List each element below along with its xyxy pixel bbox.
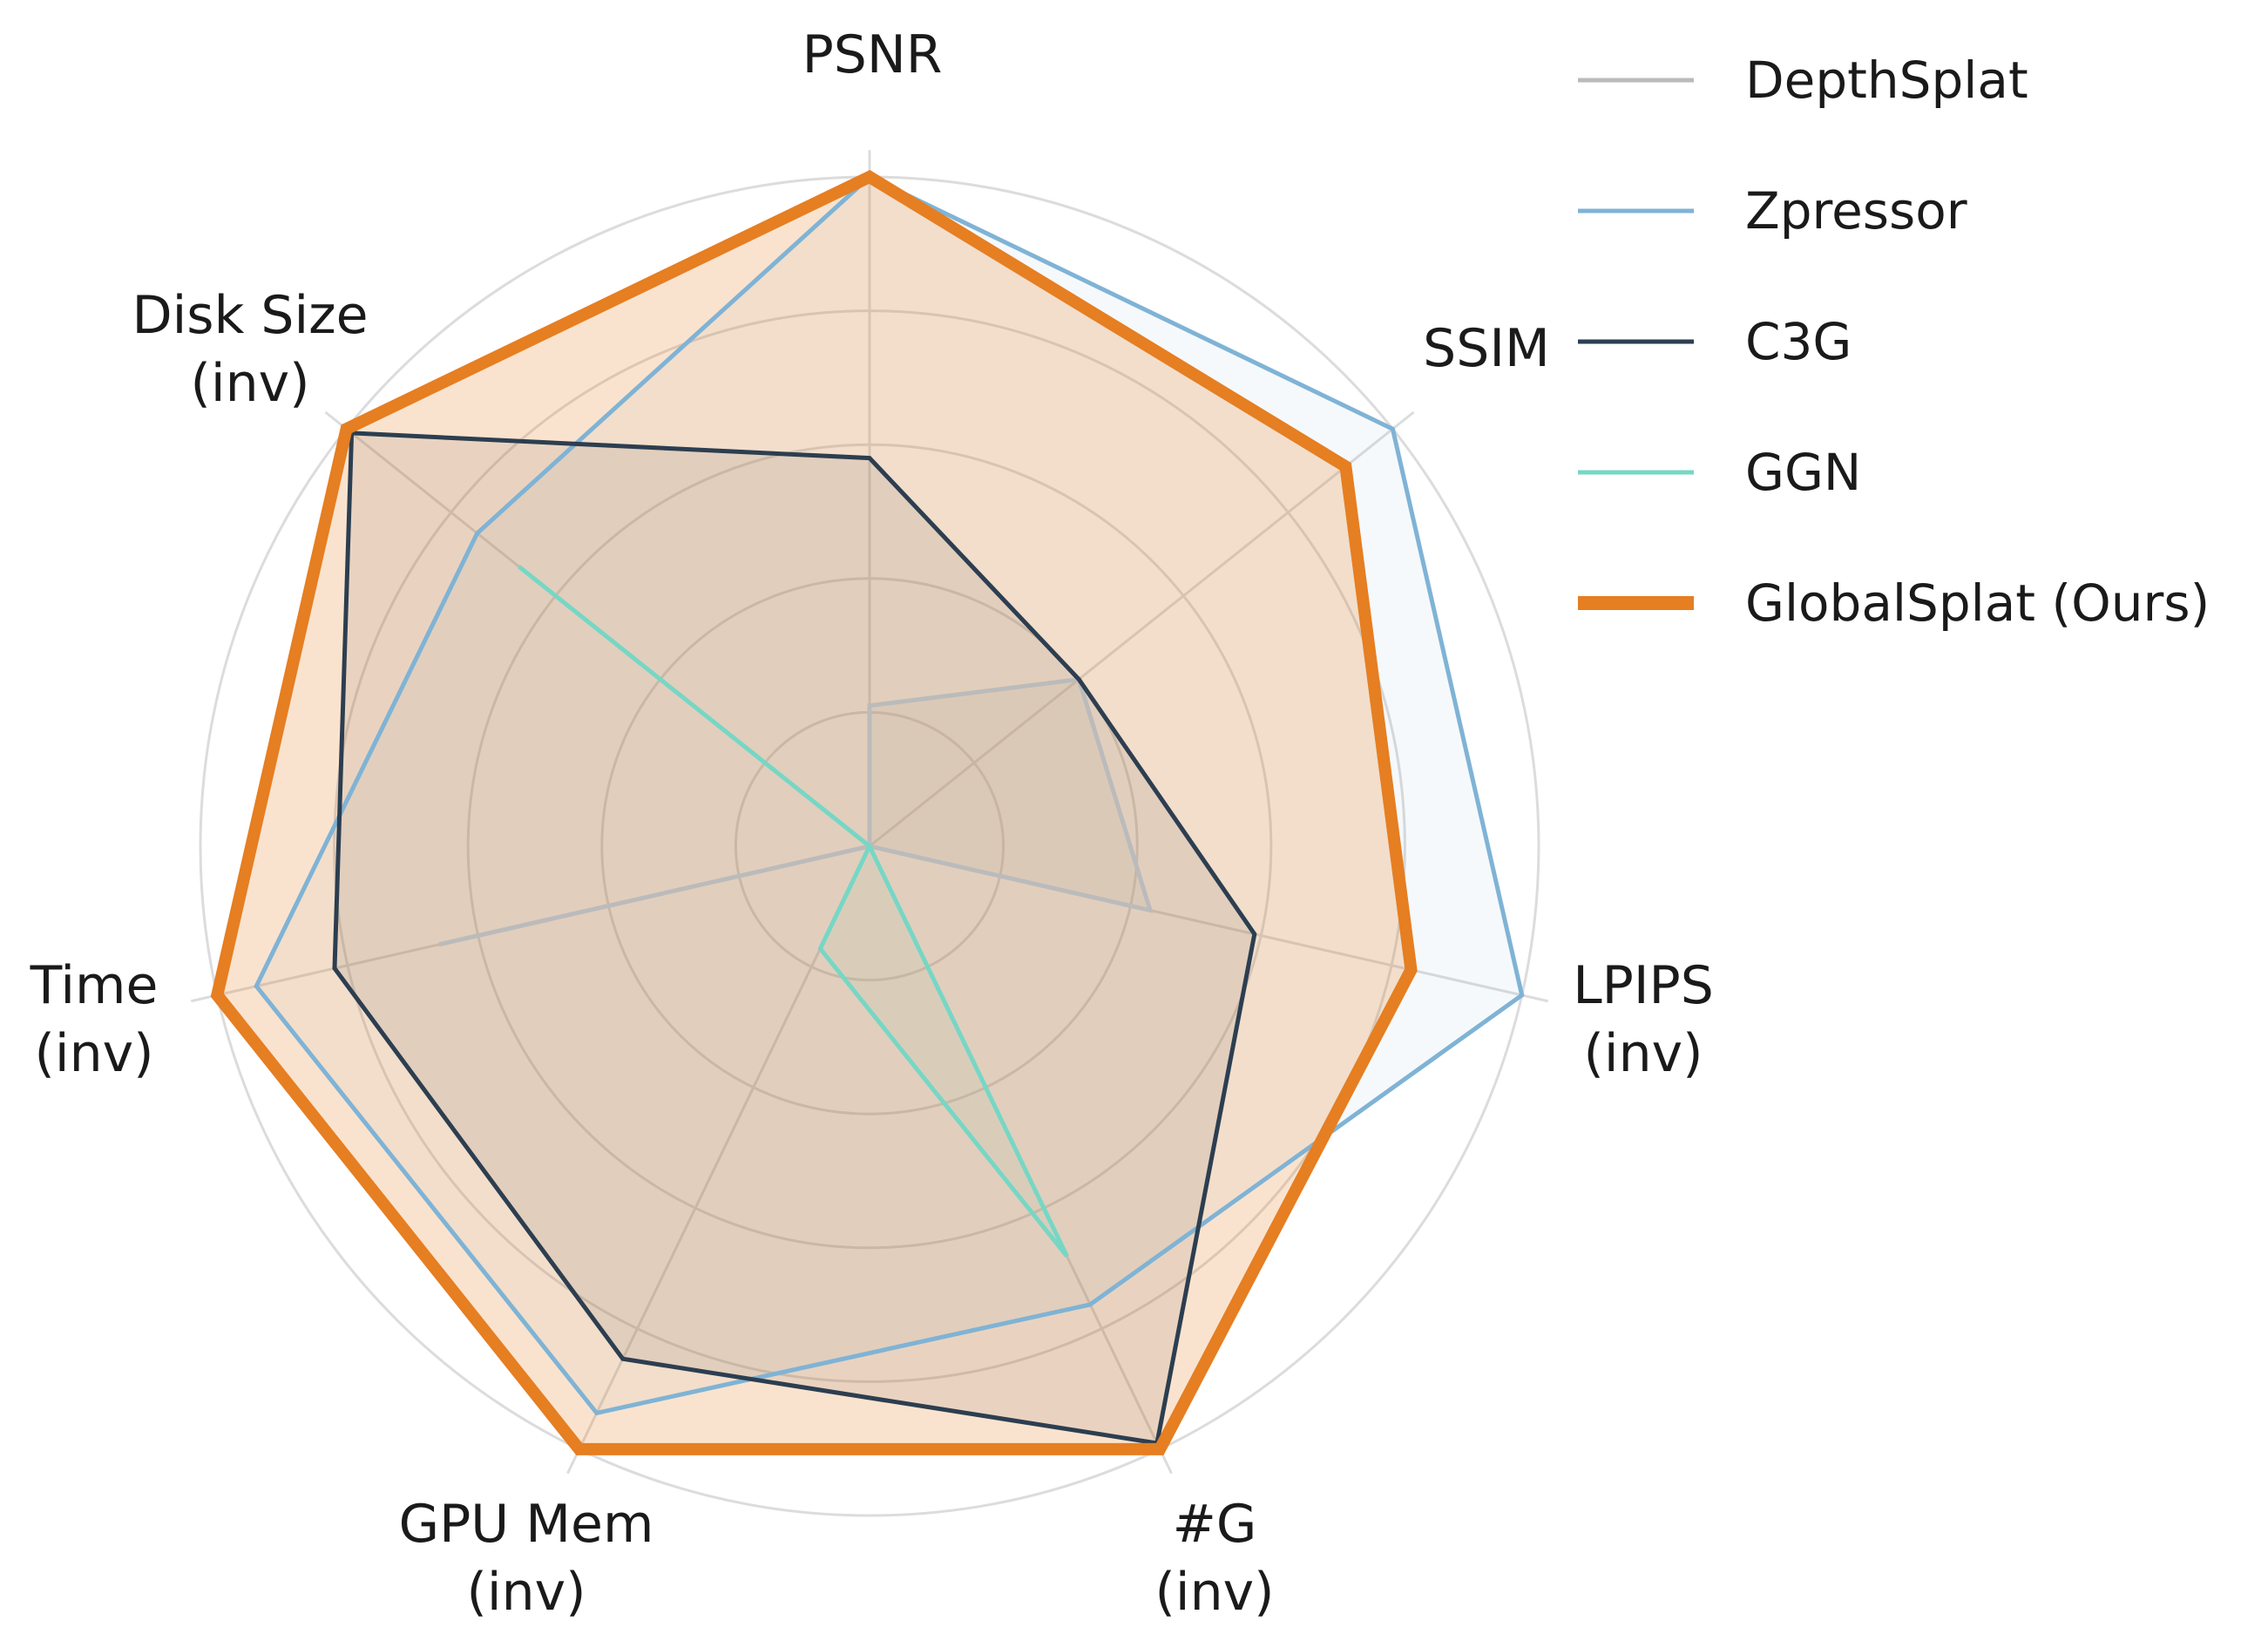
axis-label: (inv) xyxy=(190,353,309,414)
legend-label: Zpressor xyxy=(1745,181,1967,241)
series-line xyxy=(332,431,1257,1446)
series-fill xyxy=(256,177,1522,1414)
series-line xyxy=(254,174,1525,1416)
axis-label: (inv) xyxy=(1583,1023,1703,1084)
axis-label: Disk Size xyxy=(132,285,368,346)
legend-label: DepthSplat xyxy=(1745,51,2028,110)
series-line xyxy=(518,565,1069,1258)
series-layer xyxy=(210,170,1525,1455)
series-fill xyxy=(438,679,1150,945)
legend-label: GlobalSplat (Ours) xyxy=(1745,573,2210,633)
series-line xyxy=(210,170,1418,1455)
axis-label: Time xyxy=(30,955,159,1016)
legend: DepthSplat Zpressor C3G GGN GlobalSplat (Our… xyxy=(1578,51,2210,633)
axis-label: #G xyxy=(1173,1494,1257,1555)
axis-label: PSNR xyxy=(802,24,943,85)
axis-label: LPIPS xyxy=(1573,955,1714,1016)
series-fill xyxy=(217,177,1412,1449)
axis-label: (inv) xyxy=(34,1023,153,1084)
grid-spoke xyxy=(869,410,1415,848)
legend-label: GGN xyxy=(1745,443,1861,502)
axis-label: SSIM xyxy=(1423,318,1550,379)
axis-label: (inv) xyxy=(466,1562,586,1623)
axis-labels: PSNR SSIM LPIPS (inv) #G (inv) GPU Mem (inv) Tim… xyxy=(30,24,1714,1623)
legend-label: C3G xyxy=(1745,312,1852,371)
axis-label: (inv) xyxy=(1154,1562,1274,1623)
axis-label: GPU Mem xyxy=(399,1494,654,1555)
